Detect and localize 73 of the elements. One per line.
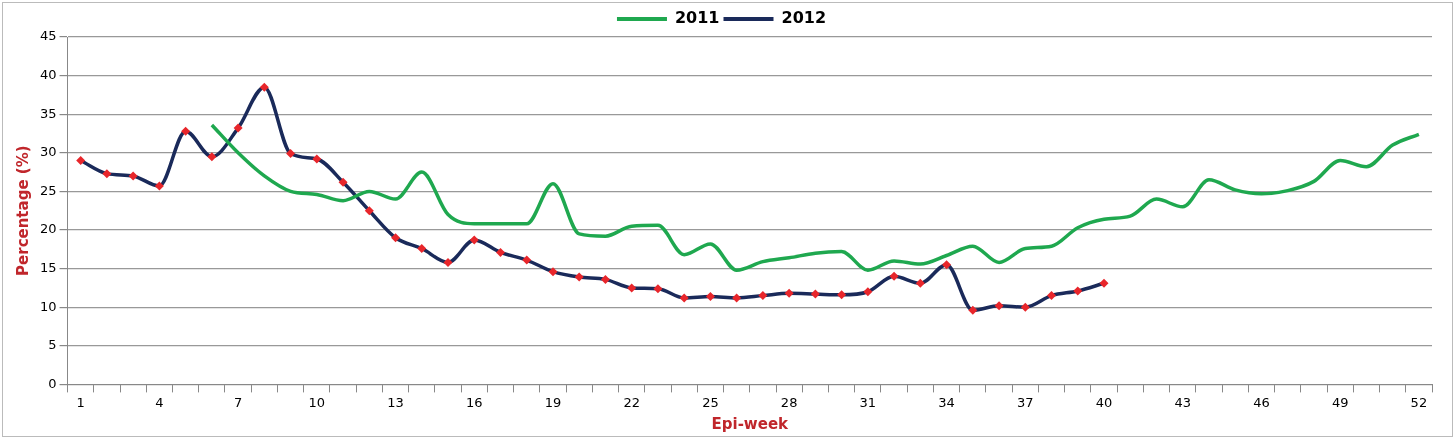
- point: [600, 274, 610, 284]
- point: [286, 149, 296, 159]
- point: [889, 271, 899, 281]
- point: [1073, 286, 1083, 296]
- x-tick-label: 37: [1017, 394, 1034, 410]
- x-tick-label: 25: [702, 394, 719, 410]
- point: [154, 181, 164, 191]
- point: [574, 272, 584, 282]
- legend-label: 2012: [781, 8, 827, 28]
- x-tick-label: 40: [1095, 394, 1113, 410]
- point: [1099, 278, 1109, 288]
- y-axis-title: Percentage (%): [13, 145, 32, 276]
- y-tick-label: 20: [40, 221, 57, 237]
- point: [102, 169, 112, 179]
- point: [679, 293, 689, 303]
- point: [312, 154, 322, 164]
- point: [810, 289, 820, 299]
- point: [207, 152, 217, 162]
- x-tick-label: 31: [859, 394, 877, 410]
- point: [443, 257, 453, 267]
- y-tick-label: 40: [40, 66, 57, 82]
- point: [627, 283, 637, 293]
- y-tick-label: 30: [40, 144, 57, 160]
- point: [1047, 291, 1057, 301]
- point: [653, 284, 663, 294]
- x-tick-label: 7: [233, 394, 243, 410]
- point: [391, 233, 401, 243]
- point: [863, 287, 873, 297]
- point: [784, 288, 794, 298]
- x-tick-label: 28: [780, 394, 798, 410]
- point: [128, 171, 138, 181]
- x-tick-label: 4: [155, 394, 164, 410]
- x-tick-label: 52: [1410, 394, 1428, 410]
- x-tick-label: 49: [1331, 394, 1349, 410]
- x-tick-label: 16: [465, 394, 483, 410]
- point: [181, 126, 191, 136]
- point: [496, 247, 505, 257]
- x-axis-title: Epi-week: [711, 414, 790, 433]
- y-tick-label: 25: [40, 182, 57, 198]
- x-tick-label: 46: [1253, 394, 1270, 410]
- x-tick-label: 34: [938, 394, 955, 410]
- y-tick-label: 15: [40, 259, 57, 275]
- point: [994, 301, 1004, 311]
- point: [233, 123, 243, 133]
- x-tick-label: 43: [1174, 394, 1191, 410]
- x-tick-label: 1: [76, 394, 85, 410]
- point: [837, 290, 847, 300]
- point: [548, 267, 558, 277]
- point: [968, 305, 978, 315]
- x-tick-label: 22: [623, 394, 640, 410]
- x-tick-label: 10: [308, 394, 326, 410]
- point: [259, 82, 269, 92]
- point: [417, 244, 427, 254]
- point: [705, 291, 715, 301]
- y-tick-label: 10: [40, 298, 57, 314]
- point: [942, 260, 952, 270]
- point: [1020, 302, 1030, 312]
- point: [915, 278, 925, 288]
- x-tick-label: 19: [544, 394, 562, 410]
- y-tick-label: 0: [48, 375, 57, 391]
- y-tick-label: 5: [48, 337, 57, 353]
- y-tick-label: 35: [40, 105, 57, 121]
- point: [469, 235, 479, 245]
- point: [364, 206, 374, 216]
- point: [732, 293, 742, 303]
- point: [758, 291, 768, 301]
- y-tick-label: 45: [40, 28, 57, 44]
- point: [338, 177, 348, 187]
- x-tick-label: 13: [387, 394, 404, 410]
- legend-label: 2011: [674, 8, 720, 28]
- point: [522, 255, 532, 265]
- point: [76, 156, 86, 166]
- line-series: [210, 123, 1421, 272]
